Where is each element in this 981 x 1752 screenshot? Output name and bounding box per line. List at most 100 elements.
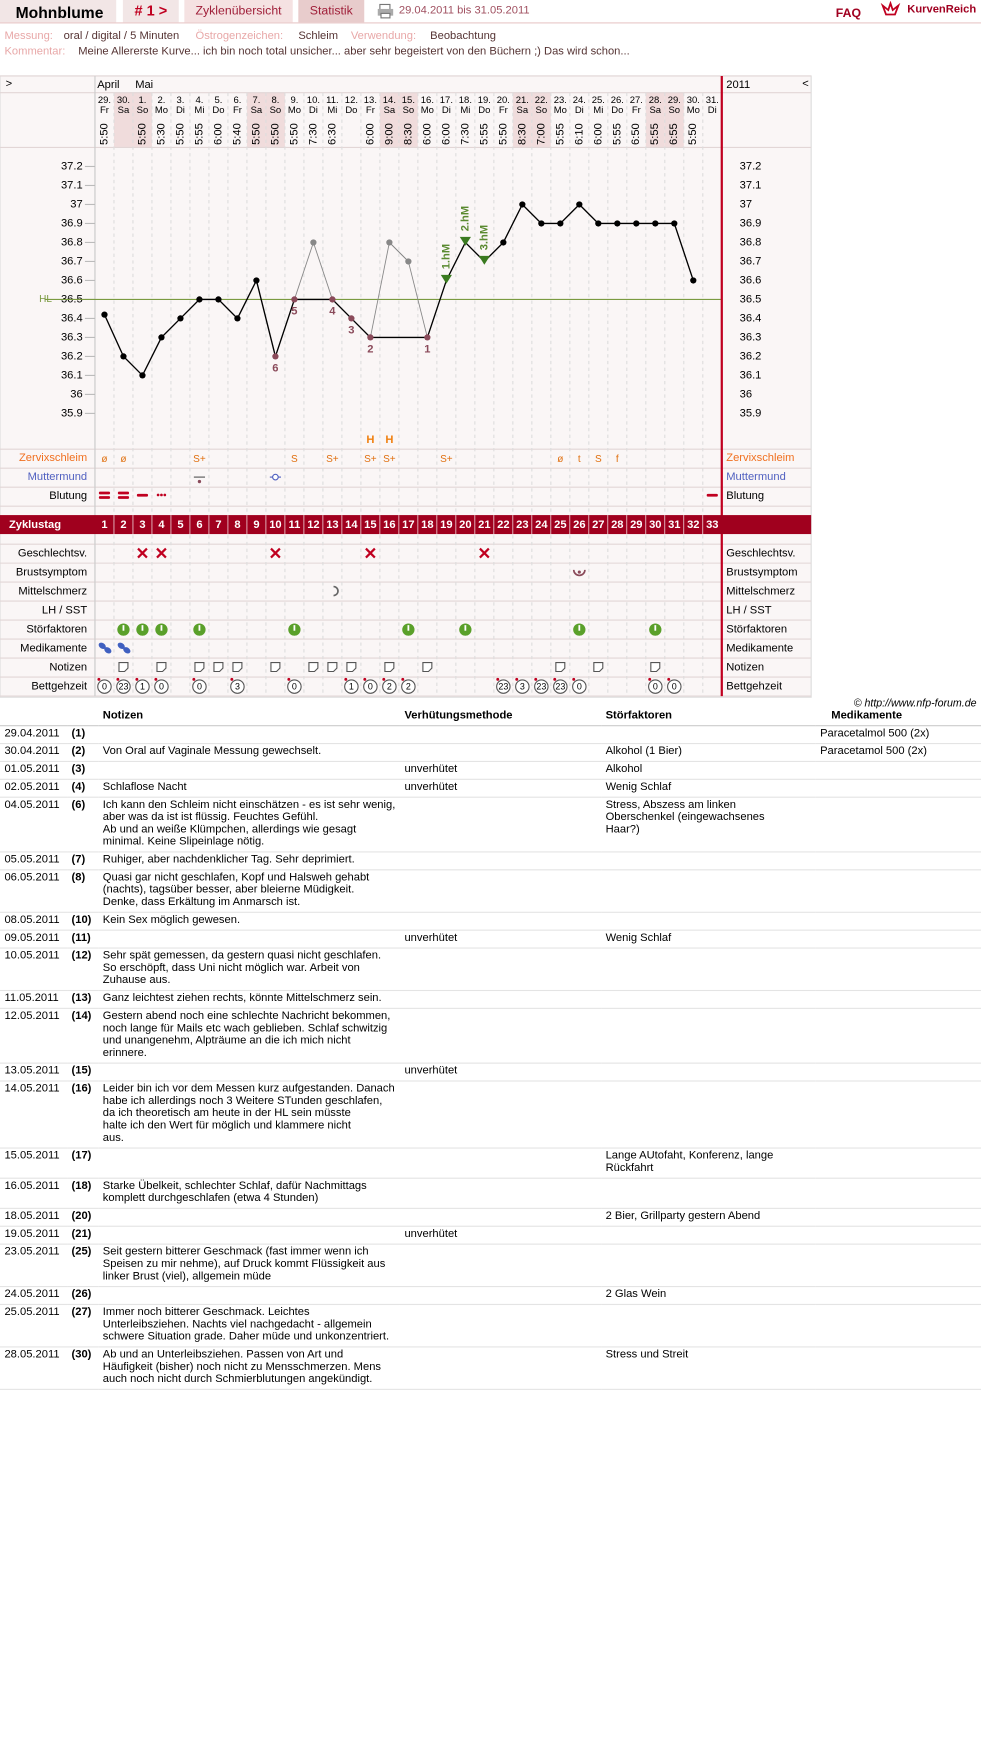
cell: Seit gestern bitterer Geschmack (fast im… [98,1244,400,1288]
faq-link[interactable]: FAQ [835,6,862,21]
temperature-point [348,315,355,322]
cell: (21) [67,1226,99,1245]
cell: Kein Sex möglich gewesen. [98,912,400,931]
cell [815,851,981,871]
column-header [0,708,68,727]
note-row: 18.05.2011 (20) 2 Bier, Grillparty gestern… [0,1208,981,1227]
cycle-day: 8 [234,519,240,531]
cell: Quasi gar nicht geschlafen, Kopf und Hal… [98,869,400,913]
cell: 24.05.2011 [0,1286,68,1306]
chart-bg [0,75,812,698]
bedtime-circle [154,679,169,694]
date: 22. [535,95,548,106]
cycle-day: 4 [158,519,165,531]
cycle-band [0,515,812,535]
weekend-bg [246,92,266,148]
tab-stats[interactable]: Statistik [298,0,365,23]
row-label: Blutung [726,490,764,502]
cell [399,948,602,992]
breast-icon [577,570,581,574]
y-tick-label: 37.1 [61,179,83,191]
y-tick-label: 37.2 [61,160,83,172]
note-row: 12.05.2011 (14) Gestern abend noch eine sc… [0,1008,981,1064]
cell [98,761,400,780]
value: Schleim [298,30,339,43]
weekday: Sa [118,105,130,116]
value: Beobachtung [430,30,497,43]
row-label: LH / SST [726,605,771,617]
cycle-day: 10 [269,519,281,531]
note-icon [194,662,205,673]
weekday: Di [442,105,451,116]
name-box [0,0,117,23]
cell: 23.05.2011 [0,1244,68,1288]
bedtime-dot [287,677,291,681]
bedtime-dot [230,677,234,681]
bedtime-circle [116,679,131,694]
temperature-point [386,239,393,246]
cycle-day: 19 [440,519,452,531]
cell [399,1208,602,1227]
temperature-point [215,296,222,303]
bedtime-circle [97,679,112,694]
temperature-point [538,220,545,227]
y-tick-label: 36.6 [61,274,83,286]
divider [0,22,981,24]
bleeding-icon [98,491,111,495]
note-icon [422,662,433,673]
y-tick-label: 36.8 [61,236,83,248]
temperature-point [614,220,621,227]
date: 14. [383,95,396,106]
cycle-day: 32 [687,519,699,531]
excluded-connector [407,261,428,338]
bedtime: 23 [536,682,546,692]
weekend-bg [132,92,152,148]
bedtime-dot [154,677,158,681]
bedtime-dot [116,677,120,681]
y-tick-label: 36.4 [740,312,762,324]
excluded-connector [312,242,333,300]
weekday: Do [611,105,623,116]
weekday: Di [309,105,318,116]
intercourse-icon [156,547,167,559]
cell [601,1244,816,1288]
cell: Alkohol (1 Bier) [601,743,816,763]
time: 9:00 [383,123,395,145]
hm-label: 2.hM [459,206,471,231]
weekend-bg [531,92,551,148]
temperature-point [329,296,336,303]
row-label: Geschlechtsv. [18,548,87,560]
date: 29. [668,95,681,106]
disturbance-icon [122,625,125,631]
print-icon[interactable] [377,3,394,19]
cycle-nav[interactable]: # 1 > [122,0,179,23]
cell [815,779,981,798]
note-row: 02.05.2011 (4) Schlaflose Nacht unverhütet W… [0,779,981,798]
bleeding-icon [706,493,718,497]
cell [399,869,602,913]
tab-overview[interactable]: Zyklenübersicht [184,0,293,23]
medicine-icon [123,647,131,654]
brand[interactable]: KurvenReich [907,3,977,16]
cell: Gestern abend noch eine schlechte Nachri… [98,1008,400,1064]
cycle-day: 5 [177,519,183,531]
date: 30. [117,95,130,106]
cell [815,869,981,913]
cell: 19.05.2011 [0,1226,68,1245]
date: 16. [421,95,434,106]
date: 23. [554,95,567,106]
cell: (7) [67,851,99,871]
bedtime: 0 [653,682,658,692]
note-row: 10.05.2011 (12) Sehr spät gemessen, da ges… [0,948,981,992]
hl-label: HL [39,294,52,305]
count-label: 3 [348,325,354,337]
cell: 04.05.2011 [0,797,68,853]
disturbance-icon [160,625,163,631]
temperature-point [253,277,260,284]
y-tick-label: 36.2 [61,350,83,362]
cell: (14) [67,1008,99,1064]
cell [98,1208,400,1227]
weekday: Mo [554,105,567,116]
date: 28. [649,95,662,106]
note-row: 01.05.2011 (3) unverhütet Alkohol [0,761,981,780]
